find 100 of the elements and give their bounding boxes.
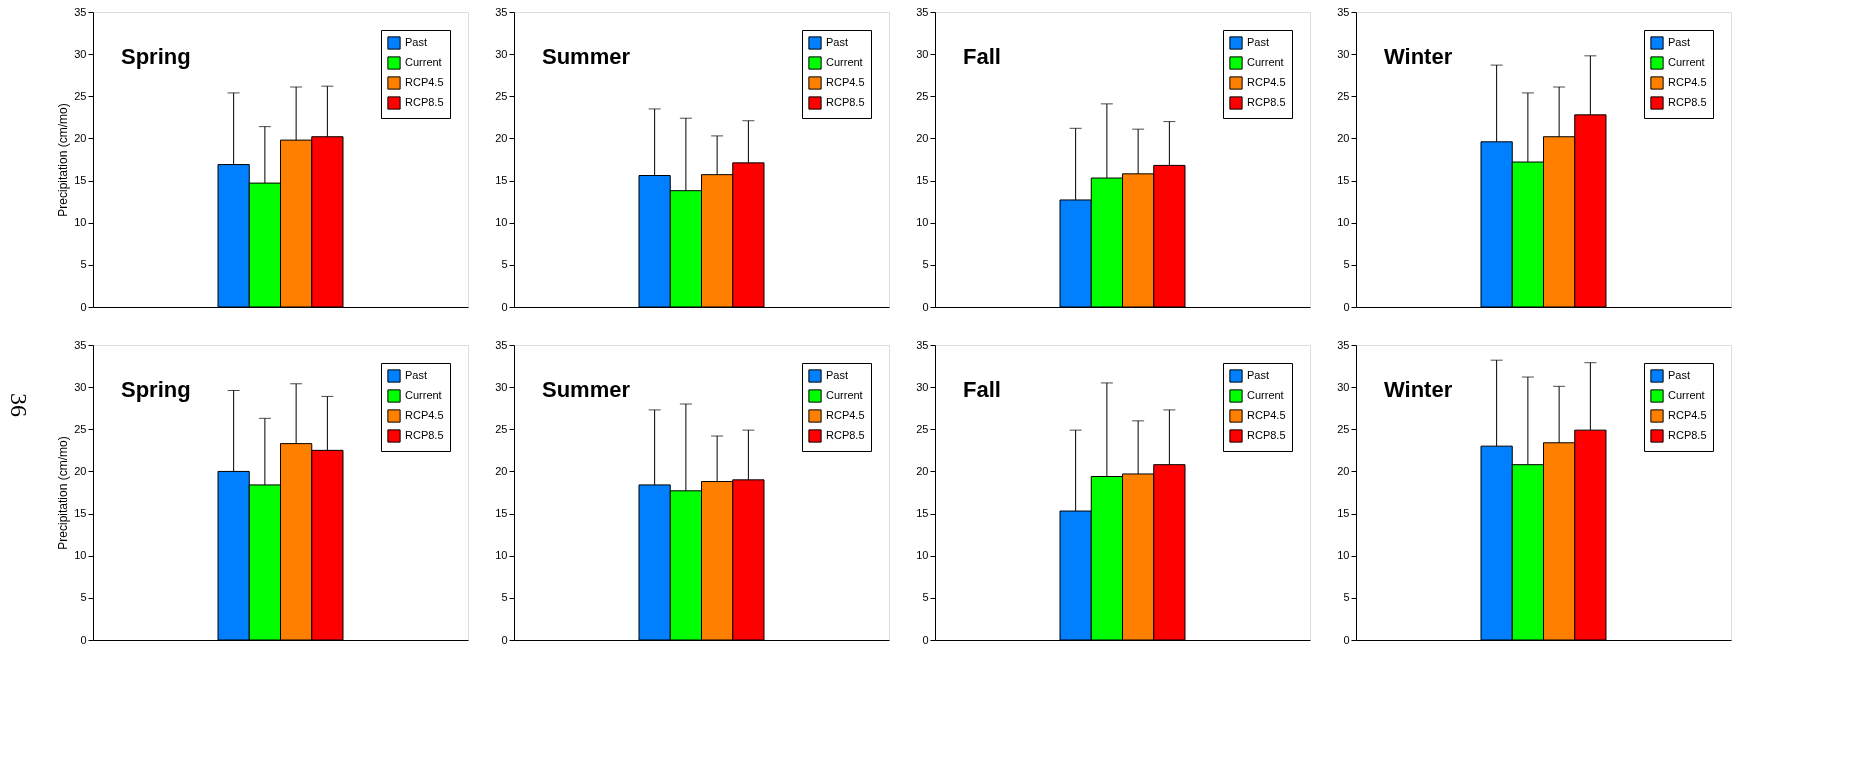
y-tick-label: 20 [495,131,508,144]
legend-label: RCP8.5 [1247,96,1286,108]
legend-label: RCP8.5 [826,429,865,441]
legend-label: Past [1668,36,1691,48]
legend-label: RCP4.5 [826,409,865,421]
y-tick-label: 25 [495,422,508,435]
y-tick-label: 15 [74,174,87,187]
y-tick-label: 15 [495,507,508,520]
legend-label: RCP4.5 [1247,409,1286,421]
y-tick-label: 25 [916,89,929,102]
legend-label: Current [1668,389,1705,401]
y-tick-label: 30 [1337,47,1350,60]
y-tick-label: 15 [916,507,929,520]
y-tick-label: 20 [1337,464,1350,477]
y-tick-label: 30 [916,47,929,60]
y-tick-label: 30 [74,47,87,60]
y-tick-label: 10 [1337,216,1350,229]
legend-label: RCP4.5 [1668,76,1707,88]
y-tick-label: 25 [1337,89,1350,102]
y-axis-title: Precipitation (cm/mo) [56,436,71,550]
y-tick-label: 5 [501,591,508,604]
y-tick-label: 10 [1337,549,1350,562]
legend-label: Current [826,389,863,401]
y-tick-label: 0 [80,300,87,313]
legend-label: RCP4.5 [1247,76,1286,88]
legend-label: Current [826,56,863,68]
y-tick-label: 0 [501,633,508,646]
y-tick-label: 35 [495,338,508,351]
y-tick-label: 10 [74,216,87,229]
y-tick-label: 10 [495,549,508,562]
y-tick-label: 15 [916,174,929,187]
y-tick-label: 35 [495,5,508,18]
legend-label: RCP8.5 [1668,429,1707,441]
y-tick-label: 25 [74,89,87,102]
y-tick-label: 20 [916,464,929,477]
legend-label: RCP8.5 [1247,429,1286,441]
legend-label: Current [1247,56,1284,68]
legend-label: RCP8.5 [1668,96,1707,108]
legend-label: Past [405,369,428,381]
text: 36 [6,393,32,417]
legend-label: Current [1668,56,1705,68]
y-tick-label: 10 [916,216,929,229]
y-tick-label: 5 [922,258,929,271]
y-tick-label: 0 [922,633,929,646]
legend-label: Current [405,389,442,401]
y-tick-label: 35 [1337,5,1350,18]
y-tick-label: 35 [74,338,87,351]
text: Fall [963,44,1001,69]
text: Spring [121,377,191,402]
y-tick-label: 25 [1337,422,1350,435]
y-tick-label: 30 [74,380,87,393]
y-tick-label: 5 [1343,591,1350,604]
text: Spring [121,44,191,69]
y-tick-label: 5 [922,591,929,604]
text: Winter [1384,44,1453,69]
y-axis-title: Precipitation (cm/mo) [56,103,71,217]
y-tick-label: 20 [916,131,929,144]
y-tick-label: 20 [74,464,87,477]
y-tick-label: 15 [74,507,87,520]
y-tick-label: 15 [495,174,508,187]
y-tick-label: 25 [74,422,87,435]
y-tick-label: 0 [501,300,508,313]
y-tick-label: 25 [916,422,929,435]
y-tick-label: 35 [1337,338,1350,351]
legend-label: Past [826,369,849,381]
legend-label: RCP4.5 [826,76,865,88]
legend-label: RCP8.5 [405,96,444,108]
text: Summer [542,377,631,402]
y-tick-label: 20 [495,464,508,477]
y-tick-label: 0 [1343,633,1350,646]
text: Summer [542,44,631,69]
y-tick-label: 5 [80,591,87,604]
y-tick-label: 15 [1337,174,1350,187]
y-tick-label: 20 [74,131,87,144]
legend-label: Current [405,56,442,68]
y-tick-label: 5 [501,258,508,271]
legend-label: Past [826,36,849,48]
legend-label: Past [405,36,428,48]
y-tick-label: 10 [74,549,87,562]
text: Winter [1384,377,1453,402]
y-tick-label: 35 [916,5,929,18]
y-tick-label: 35 [74,5,87,18]
y-tick-label: 5 [1343,258,1350,271]
y-tick-label: 30 [916,380,929,393]
legend-label: RCP8.5 [826,96,865,108]
text: Fall [963,377,1001,402]
y-tick-label: 0 [922,300,929,313]
y-tick-label: 15 [1337,507,1350,520]
legend-label: Past [1668,369,1691,381]
y-tick-label: 30 [495,47,508,60]
y-tick-label: 35 [916,338,929,351]
y-tick-label: 20 [1337,131,1350,144]
legend-label: RCP4.5 [1668,409,1707,421]
legend-label: Current [1247,389,1284,401]
legend-label: Past [1247,36,1270,48]
y-tick-label: 30 [495,380,508,393]
y-tick-label: 0 [80,633,87,646]
legend-label: RCP8.5 [405,429,444,441]
legend-label: RCP4.5 [405,409,444,421]
legend-label: Past [1247,369,1270,381]
